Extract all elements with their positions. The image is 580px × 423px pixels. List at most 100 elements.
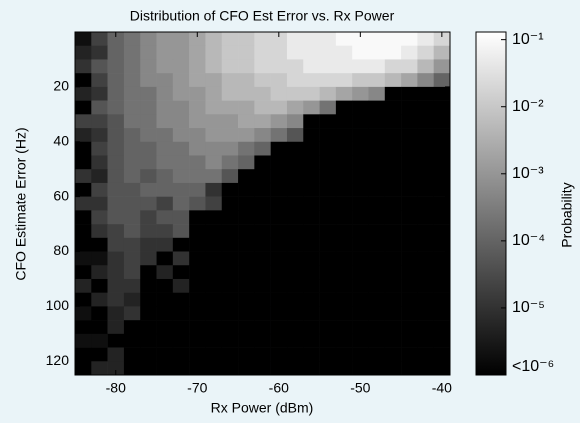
- heatmap-cell: [123, 45, 141, 60]
- heatmap-cell: [172, 128, 190, 143]
- heatmap-cell: [238, 333, 255, 348]
- heatmap-cell: [189, 265, 206, 280]
- heatmap-cell: [270, 265, 288, 280]
- heatmap-cell: [189, 278, 206, 293]
- heatmap-cell: [270, 361, 288, 376]
- heatmap-cell: [254, 196, 271, 211]
- heatmap-cell: [270, 169, 288, 184]
- heatmap-cell: [189, 210, 206, 225]
- heatmap-cell: [123, 182, 141, 197]
- colorbar-tick-label: 10⁻²: [512, 98, 544, 115]
- heatmap-cell: [303, 100, 320, 115]
- heatmap-cell: [384, 155, 402, 170]
- heatmap-cell: [270, 100, 288, 115]
- heatmap-cell: [286, 210, 304, 225]
- heatmap-cell: [352, 292, 369, 307]
- heatmap-cell: [384, 100, 402, 115]
- heatmap-cell: [335, 292, 353, 307]
- heatmap-cell: [335, 155, 353, 170]
- y-tick-label: 80: [53, 242, 69, 258]
- heatmap-cell: [368, 73, 386, 88]
- heatmap-cell: [417, 361, 434, 376]
- heatmap-cell: [417, 141, 434, 156]
- heatmap-cell: [433, 237, 451, 252]
- heatmap-cell: [319, 155, 337, 170]
- heatmap-cell: [107, 100, 125, 115]
- chart-title: Distribution of CFO Est Error vs. Rx Pow…: [130, 8, 395, 24]
- heatmap-cell: [286, 306, 304, 321]
- heatmap-cell: [156, 73, 174, 88]
- heatmap-cell: [107, 361, 125, 376]
- heatmap-cell: [352, 278, 369, 293]
- heatmap-cell: [303, 347, 320, 362]
- heatmap-cell: [319, 86, 337, 101]
- heatmap-cell: [335, 347, 353, 362]
- heatmap-cell: [335, 210, 353, 225]
- heatmap-cell: [205, 59, 223, 74]
- heatmap-cell: [254, 320, 271, 335]
- heatmap-cell: [91, 224, 108, 239]
- heatmap-cell: [303, 265, 320, 280]
- heatmap-cell: [91, 45, 108, 60]
- heatmap-cell: [189, 237, 206, 252]
- heatmap-cell: [417, 278, 434, 293]
- heatmap-cell: [401, 59, 418, 74]
- heatmap-cell: [254, 292, 271, 307]
- heatmap-cell: [286, 32, 304, 47]
- heatmap-cell: [91, 100, 108, 115]
- heatmap-cell: [189, 169, 206, 184]
- heatmap-cell: [270, 73, 288, 88]
- heatmap-cell: [270, 251, 288, 266]
- heatmap-cell: [303, 141, 320, 156]
- heatmap-cell: [254, 86, 271, 101]
- heatmap-cell: [238, 73, 255, 88]
- heatmap-cell: [107, 114, 125, 129]
- heatmap-cell: [156, 278, 174, 293]
- heatmap-cell: [319, 306, 337, 321]
- heatmap-cell: [123, 320, 141, 335]
- heatmap-cell: [156, 114, 174, 129]
- heatmap-cell: [189, 86, 206, 101]
- heatmap-cell: [140, 196, 157, 211]
- heatmap-cell: [140, 73, 157, 88]
- heatmap-cell: [352, 306, 369, 321]
- heatmap-cell: [123, 361, 141, 376]
- heatmap-cell: [417, 292, 434, 307]
- heatmap-cell: [238, 128, 255, 143]
- heatmap-cell: [286, 114, 304, 129]
- heatmap-cell: [123, 100, 141, 115]
- heatmap-cell: [335, 128, 353, 143]
- heatmap-cell: [368, 32, 386, 47]
- heatmap-cell: [303, 59, 320, 74]
- heatmap-cell: [319, 333, 337, 348]
- heatmap-cell: [238, 141, 255, 156]
- heatmap-cell: [75, 210, 92, 225]
- heatmap-cell: [156, 32, 174, 47]
- heatmap-cell: [91, 73, 108, 88]
- heatmap-cell: [417, 32, 434, 47]
- heatmap-cell: [156, 210, 174, 225]
- heatmap-cell: [368, 100, 386, 115]
- heatmap-cell: [368, 278, 386, 293]
- heatmap-cell: [172, 237, 190, 252]
- y-axis-label: CFO Estimate Error (Hz): [13, 127, 29, 280]
- heatmap-cell: [254, 210, 271, 225]
- heatmap-cell: [401, 210, 418, 225]
- heatmap-cell: [221, 45, 239, 60]
- heatmap-cell: [156, 182, 174, 197]
- heatmap-cell: [75, 237, 92, 252]
- heatmap-cell: [140, 278, 157, 293]
- heatmap-cell: [270, 32, 288, 47]
- heatmap-cell: [352, 128, 369, 143]
- heatmap-cell: [172, 196, 190, 211]
- heatmap-cell: [221, 169, 239, 184]
- heatmap-cell: [384, 114, 402, 129]
- heatmap-cell: [172, 361, 190, 376]
- heatmap-cell: [91, 196, 108, 211]
- heatmap-cell: [335, 265, 353, 280]
- heatmap-cell: [335, 196, 353, 211]
- heatmap-cell: [335, 169, 353, 184]
- heatmap-cell: [335, 306, 353, 321]
- heatmap-cell: [75, 306, 92, 321]
- heatmap-cell: [417, 169, 434, 184]
